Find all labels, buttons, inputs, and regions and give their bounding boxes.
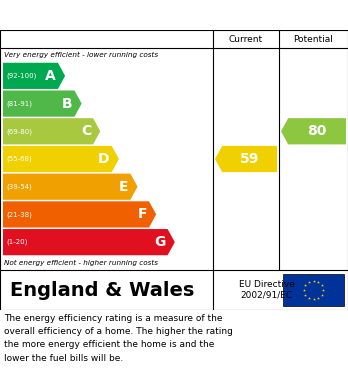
Polygon shape [3,118,100,144]
Text: Current: Current [229,34,263,43]
Text: Very energy efficient - lower running costs: Very energy efficient - lower running co… [4,52,158,58]
Text: (69-80): (69-80) [6,128,32,135]
FancyBboxPatch shape [283,274,344,306]
Text: B: B [62,97,72,111]
Text: Energy Efficiency Rating: Energy Efficiency Rating [69,7,279,23]
Polygon shape [215,146,277,172]
Text: A: A [45,69,56,83]
Text: England & Wales: England & Wales [10,280,195,300]
Polygon shape [281,118,346,144]
Text: 80: 80 [307,124,327,138]
Text: F: F [137,208,147,221]
Text: Not energy efficient - higher running costs: Not energy efficient - higher running co… [4,260,158,266]
Text: (1-20): (1-20) [6,239,27,246]
Polygon shape [3,174,137,200]
Polygon shape [3,201,156,228]
Text: E: E [119,180,128,194]
Text: Potential: Potential [294,34,333,43]
Text: 59: 59 [240,152,259,166]
Text: EU Directive
2002/91/EC: EU Directive 2002/91/EC [239,280,295,300]
Polygon shape [3,90,82,117]
Text: (55-68): (55-68) [6,156,32,162]
Polygon shape [3,146,119,172]
Text: D: D [98,152,110,166]
Polygon shape [3,63,65,89]
Polygon shape [3,229,175,255]
Text: (92-100): (92-100) [6,73,37,79]
Text: G: G [154,235,166,249]
Text: (81-91): (81-91) [6,100,32,107]
Text: The energy efficiency rating is a measure of the
overall efficiency of a home. T: The energy efficiency rating is a measur… [4,314,233,362]
Text: C: C [81,124,91,138]
Text: (39-54): (39-54) [6,183,32,190]
Text: (21-38): (21-38) [6,211,32,218]
